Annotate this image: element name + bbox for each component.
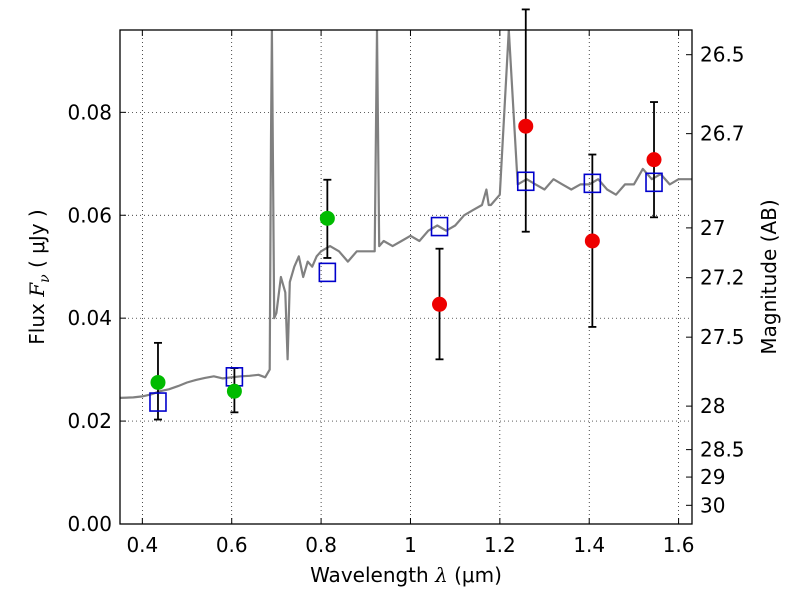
y-tick-label: 0.00 bbox=[67, 512, 112, 536]
axis-ticks: 0.4 0.6 0.8 1 1.2 1.4 1.6 0.00 0.02 0.04 0.06 0.08 2… bbox=[67, 30, 745, 557]
model-photometry-square bbox=[318, 262, 337, 283]
y-tick-label: 0.08 bbox=[67, 100, 112, 124]
measurement-point bbox=[584, 233, 600, 249]
detection-point bbox=[150, 374, 166, 390]
y2-tick-label: 26.7 bbox=[700, 122, 745, 146]
x-tick-label: 0.6 bbox=[216, 533, 248, 557]
y-tick-label: 0.04 bbox=[67, 306, 112, 330]
y2-tick-label: 28.5 bbox=[700, 438, 745, 462]
y2-axis-title: Magnitude (AB) bbox=[757, 199, 781, 354]
y2-tick-label: 27.2 bbox=[700, 266, 745, 290]
y2-tick-label: 28 bbox=[700, 394, 725, 418]
y2-tick-label: 30 bbox=[700, 493, 725, 517]
grid-lines bbox=[120, 30, 692, 525]
y2-tick-label: 26.5 bbox=[700, 43, 745, 67]
y2-tick-label: 29 bbox=[700, 465, 725, 489]
y2-tick-label: 27 bbox=[700, 216, 725, 240]
x-tick-label: 0.8 bbox=[305, 533, 337, 557]
measurement-point bbox=[646, 152, 662, 168]
x-axis-title: Wavelength λ (μm) bbox=[310, 563, 502, 587]
model-photometry-square bbox=[149, 392, 167, 412]
y-tick-label: 0.06 bbox=[67, 203, 112, 227]
measurement-point bbox=[432, 296, 448, 312]
error-bars bbox=[153, 8, 659, 421]
data-markers bbox=[149, 118, 663, 412]
x-tick-label: 0.4 bbox=[126, 533, 158, 557]
x-tick-label: 1 bbox=[404, 533, 417, 557]
x-tick-label: 1.4 bbox=[573, 533, 605, 557]
model-photometry-square bbox=[645, 172, 663, 193]
y-axis-title: Flux Fν ( μJy ) bbox=[25, 209, 53, 344]
plot-frame bbox=[119, 29, 693, 525]
measurement-point bbox=[518, 118, 534, 134]
model-spectrum-line bbox=[120, 30, 692, 399]
y2-tick-label: 27.5 bbox=[700, 325, 745, 349]
model-photometry-square bbox=[516, 171, 535, 192]
detection-point bbox=[319, 210, 335, 226]
x-tick-label: 1.6 bbox=[663, 533, 695, 557]
model-spectrum-path bbox=[120, 30, 692, 399]
x-tick-label: 1.2 bbox=[484, 533, 516, 557]
model-photometry-square bbox=[583, 173, 602, 194]
detection-point bbox=[226, 383, 242, 399]
y-tick-label: 0.02 bbox=[67, 409, 112, 433]
model-photometry-square bbox=[430, 216, 449, 237]
